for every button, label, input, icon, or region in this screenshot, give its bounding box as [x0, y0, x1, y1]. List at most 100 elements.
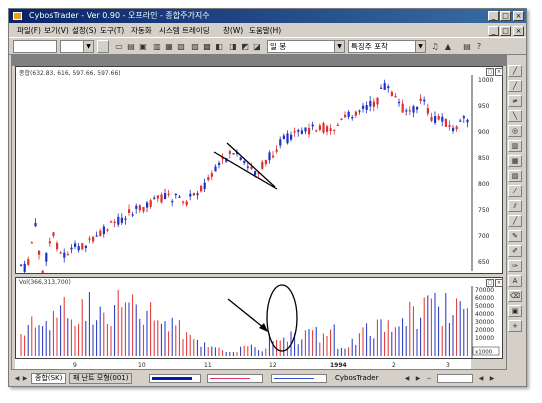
menu-window[interactable]: 창(W): [223, 26, 244, 35]
pitchfork-tool-icon[interactable]: ⫽: [508, 200, 522, 212]
prev-tab-icon[interactable]: ◀: [14, 375, 20, 382]
trendline-upper[interactable]: [226, 142, 276, 188]
candle-body: [272, 155, 275, 158]
line-style-red[interactable]: [207, 374, 263, 383]
inner-maximize-button[interactable]: □: [500, 26, 511, 36]
cycle-tool-icon[interactable]: ◎: [508, 125, 522, 137]
trendline-lower[interactable]: [213, 151, 278, 190]
new-chart-icon[interactable]: ▭: [115, 42, 123, 51]
zoom-field[interactable]: [437, 374, 473, 383]
period-combo[interactable]: ▼: [60, 40, 94, 53]
scroll-right-icon[interactable]: ▶: [489, 375, 495, 382]
next-tab-icon[interactable]: ▶: [22, 375, 28, 382]
alert-icon[interactable]: ♫: [431, 42, 439, 51]
minimize-button[interactable]: _: [488, 11, 499, 21]
line-style-blue[interactable]: [149, 374, 201, 383]
menu-help[interactable]: 도움말(H): [249, 26, 282, 35]
menu-tools[interactable]: 도구(T): [100, 26, 125, 35]
indicator-icon[interactable]: ▨: [191, 42, 199, 51]
candle-body: [74, 243, 77, 247]
zoom-out-icon[interactable]: −: [426, 375, 432, 382]
scroll-icon[interactable]: ◩: [241, 42, 249, 51]
line-tool-icon[interactable]: ╱: [508, 65, 522, 77]
panel-close-button[interactable]: ×: [495, 68, 503, 76]
close-button[interactable]: ×: [513, 11, 524, 21]
tab-sheet-1[interactable]: 종합(SK): [31, 373, 67, 384]
price-tick: 1000: [478, 77, 493, 84]
overlay-icon[interactable]: ▩: [203, 42, 211, 51]
gann-tool-icon[interactable]: ▦: [508, 155, 522, 167]
nav-next-icon[interactable]: ▶: [415, 375, 421, 382]
candle-body: [264, 159, 267, 164]
candle-body: [135, 205, 138, 209]
line-chart-icon[interactable]: ▧: [177, 42, 185, 51]
nav-prev-icon[interactable]: ◀: [404, 375, 410, 382]
price-tick: 900: [478, 129, 490, 136]
print-icon[interactable]: ◪: [253, 42, 261, 51]
chart-window: 종합(632.83, 616, 597.66, 597.66) □ × 1000…: [11, 55, 507, 370]
ruler-tool-icon[interactable]: ╱: [508, 215, 522, 227]
candle-body: [448, 125, 451, 127]
panel-close-button[interactable]: ×: [495, 279, 503, 287]
scroll-left-icon[interactable]: ◀: [478, 375, 484, 382]
zoom-icon[interactable]: ◨: [229, 42, 237, 51]
trend-tool-icon[interactable]: ╱: [508, 80, 522, 92]
candle-body: [160, 194, 163, 203]
pencil-tool-icon[interactable]: ✎: [508, 230, 522, 242]
help-icon[interactable]: ?: [476, 42, 482, 51]
volume-panel[interactable]: Vol(366,313,700) □ × 70000 60000 50000 4…: [15, 277, 503, 359]
menu-settings[interactable]: 설정(S): [72, 26, 97, 35]
menu-automation[interactable]: 자동화: [131, 26, 152, 35]
inner-minimize-button[interactable]: _: [488, 26, 499, 36]
menu-system-trading[interactable]: 시스템 트레이딩: [159, 26, 210, 35]
tab-sheet-2[interactable]: 패 난트 모형(001): [69, 373, 133, 384]
inner-close-button[interactable]: ×: [513, 26, 524, 36]
price-panel[interactable]: 종합(632.83, 616, 597.66, 597.66) □ × 1000…: [15, 66, 503, 274]
candle-body: [380, 87, 383, 89]
panel-restore-button[interactable]: □: [486, 279, 494, 287]
order-icon[interactable]: ▲: [444, 42, 452, 51]
candle-body: [81, 243, 84, 250]
panel-restore-button[interactable]: □: [486, 68, 494, 76]
menu-view[interactable]: 보기(V): [44, 26, 69, 35]
compare-icon[interactable]: ◧: [215, 42, 223, 51]
menu-bar: 파일(F) 보기(V) 설정(S) 도구(T) 자동화 시스템 트레이딩 창(W…: [9, 24, 526, 37]
eraser-tool-icon[interactable]: ⌫: [508, 290, 522, 302]
candle-body: [23, 263, 26, 272]
delete-tool-icon[interactable]: ▣: [508, 305, 522, 317]
channel-tool-icon[interactable]: ≠: [508, 95, 522, 107]
arrow-line[interactable]: [227, 298, 265, 329]
plus-tool-icon[interactable]: +: [508, 320, 522, 332]
save-icon[interactable]: ▣: [139, 42, 147, 51]
candle-body: [34, 222, 37, 227]
highlight-ellipse[interactable]: [266, 284, 298, 352]
indicator-combo[interactable]: 일 봉 ▼: [267, 40, 345, 53]
arc-tool-icon[interactable]: ▧: [508, 170, 522, 182]
volume-tick: 60000: [475, 295, 494, 302]
candle-body: [110, 221, 113, 223]
candle-body: [297, 130, 300, 132]
price-axis: 1000 950 900 850 800 750 700 650: [478, 77, 493, 266]
chevron-down-icon: ▼: [415, 41, 425, 52]
line-style-blue-thin[interactable]: [271, 374, 327, 383]
code-input[interactable]: [13, 40, 57, 53]
maximize-button[interactable]: □: [500, 11, 511, 21]
layout-icon[interactable]: ▤: [463, 42, 471, 51]
period-settings-button[interactable]: [97, 40, 109, 53]
special-stock-combo[interactable]: 특징주 포착 ▼: [348, 40, 426, 53]
candle-body: [416, 106, 419, 110]
bar-chart-icon[interactable]: ▥: [153, 42, 161, 51]
candle-icon[interactable]: ▦: [165, 42, 173, 51]
brush-tool-icon[interactable]: ✐: [508, 245, 522, 257]
candle-body: [365, 105, 368, 110]
marker-tool-icon[interactable]: ✑: [508, 260, 522, 272]
candle-body: [113, 221, 116, 224]
fan-tool-icon[interactable]: ⁄: [508, 185, 522, 197]
text-tool-icon[interactable]: A: [508, 275, 522, 287]
menu-file[interactable]: 파일(F): [17, 26, 41, 35]
candle-body: [66, 254, 69, 256]
grid-tool-icon[interactable]: ▥: [508, 140, 522, 152]
volume-tick: 40000: [475, 311, 494, 318]
fibo-tool-icon[interactable]: ╲: [508, 110, 522, 122]
open-icon[interactable]: ▤: [127, 42, 135, 51]
